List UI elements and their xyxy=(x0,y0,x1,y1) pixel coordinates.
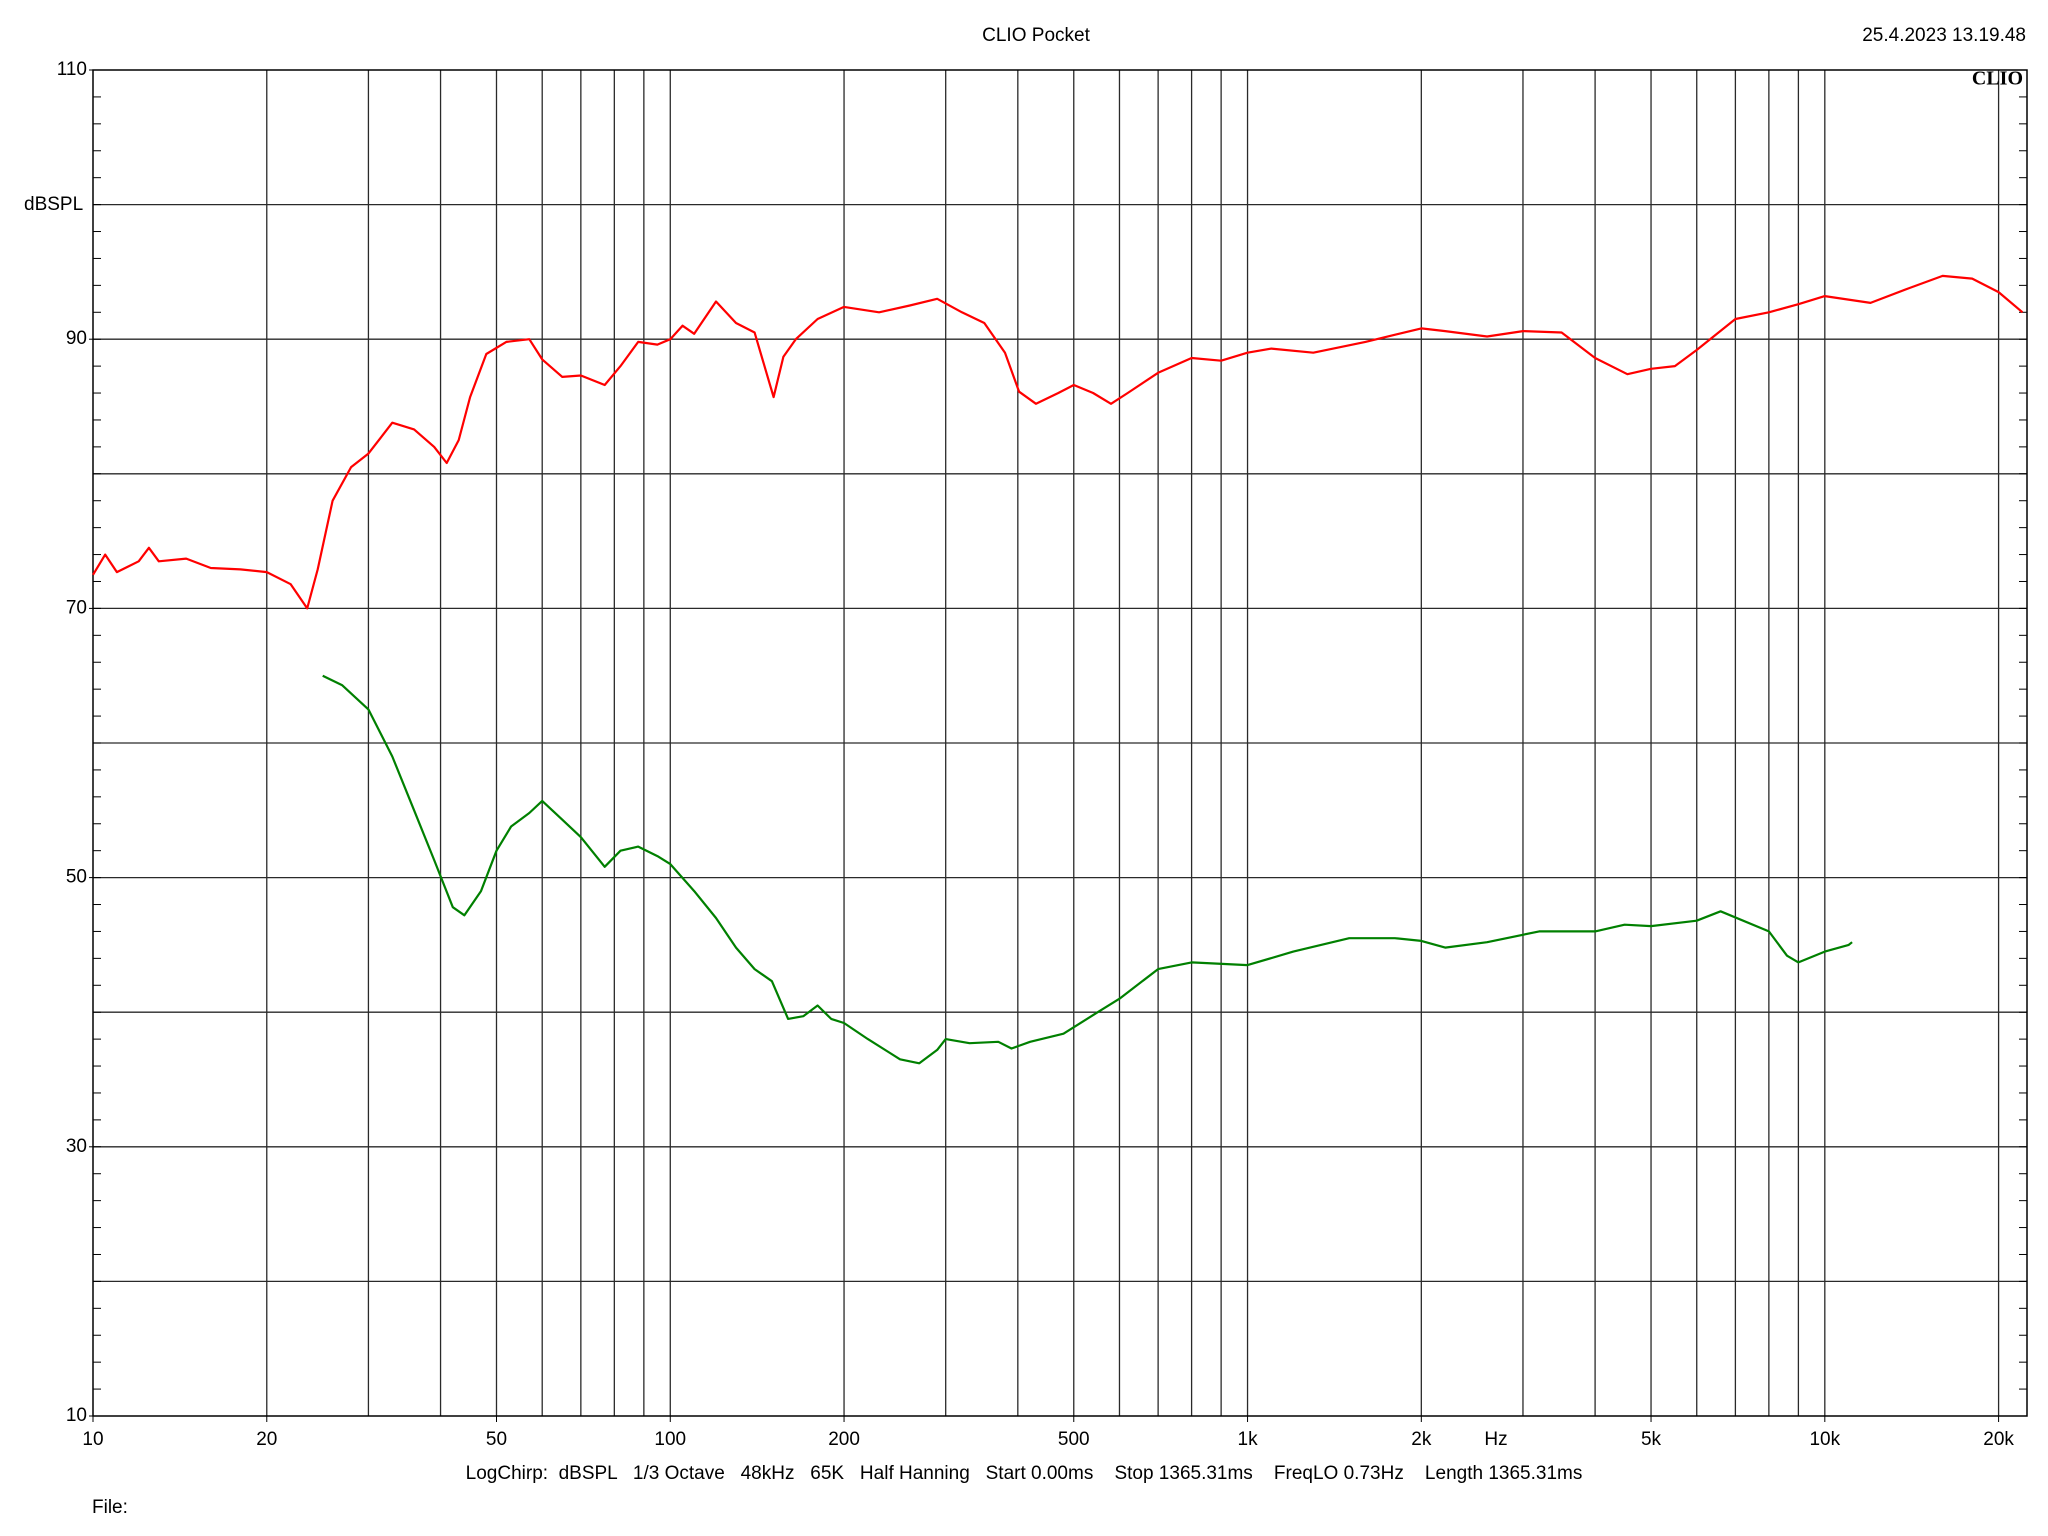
x-tick-label: 20 xyxy=(256,1429,277,1450)
x-tick-label: 10 xyxy=(82,1429,103,1450)
y-tick-label: 30 xyxy=(66,1136,87,1157)
y-axis-label: dBSPL xyxy=(24,194,83,215)
x-tick-label: 200 xyxy=(828,1429,860,1450)
y-tick-label: 70 xyxy=(66,597,87,618)
x-tick-label: 20k xyxy=(1983,1429,2014,1450)
x-tick-label: 500 xyxy=(1058,1429,1090,1450)
settings-line: LogChirp: dBSPL 1/3 Octave 48kHz 65K Hal… xyxy=(466,1463,1583,1484)
x-tick-label: 10k xyxy=(1809,1429,1840,1450)
x-tick-label: 2k xyxy=(1411,1429,1432,1450)
y-tick-label: 90 xyxy=(66,328,87,349)
y-tick-label: 10 xyxy=(66,1405,87,1426)
brand-logo: CLIO xyxy=(1972,68,2023,90)
x-tick-label: 5k xyxy=(1641,1429,1662,1450)
x-tick-label: 1k xyxy=(1238,1429,1259,1450)
series-line xyxy=(92,274,2024,610)
chart-title: CLIO Pocket xyxy=(982,25,1090,46)
x-tick-label: 100 xyxy=(654,1429,686,1450)
y-tick-label: 110 xyxy=(57,59,87,80)
series-line xyxy=(322,674,1853,1065)
x-tick-label: 50 xyxy=(486,1429,507,1450)
y-tick-label: 50 xyxy=(66,867,87,888)
x-axis-label: Hz xyxy=(1484,1429,1507,1450)
file-label: File: xyxy=(92,1497,128,1518)
plot-frame xyxy=(92,69,2028,1417)
timestamp: 25.4.2023 13.19.48 xyxy=(1862,25,2026,46)
